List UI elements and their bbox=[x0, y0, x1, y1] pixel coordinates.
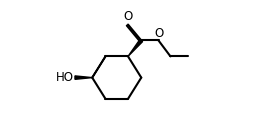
Text: O: O bbox=[123, 10, 133, 23]
Text: HO: HO bbox=[56, 71, 74, 84]
Polygon shape bbox=[128, 39, 143, 56]
Text: O: O bbox=[154, 27, 163, 40]
Polygon shape bbox=[75, 76, 92, 79]
Polygon shape bbox=[92, 56, 106, 78]
